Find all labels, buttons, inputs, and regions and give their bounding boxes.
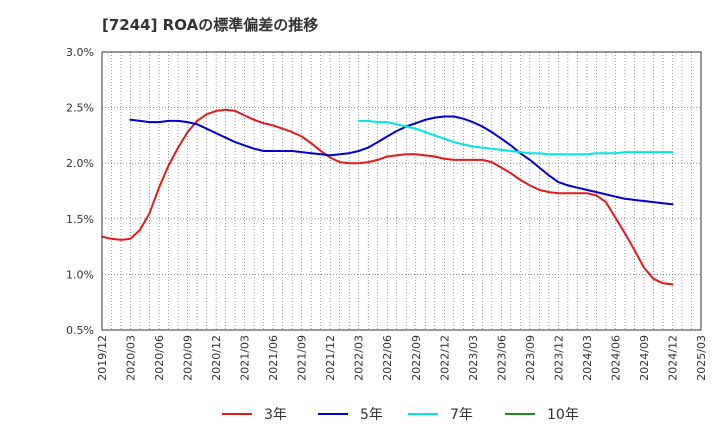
y-tick-label: 1.0% [66, 268, 94, 281]
y-tick-label: 2.0% [66, 157, 94, 170]
legend-label-7年: 7年 [450, 407, 473, 423]
x-tick-label: 2023/12 [552, 335, 565, 381]
plot-frame [101, 51, 702, 331]
plot-area [102, 52, 701, 330]
x-tick-label: 2021/09 [296, 335, 309, 381]
legend-label-3年: 3年 [264, 407, 287, 423]
x-tick-label: 2023/03 [467, 335, 480, 381]
series-layer [101, 108, 674, 286]
x-tick-label: 2020/12 [210, 335, 223, 381]
axis-layer: 3.0% 2.5% 2.0% 1.5% 1.0% 0.5%2019/12 2020/03 20… [66, 46, 708, 381]
x-tick-label: 2021/06 [267, 335, 280, 381]
chart-title: [7244] ROAの標準偏差の推移 [102, 16, 319, 34]
x-tick-label: 2022/09 [410, 335, 423, 381]
y-tick-label: 2.5% [66, 102, 94, 115]
x-tick-label: 2023/06 [495, 335, 508, 381]
series-line-3年 [101, 108, 674, 286]
x-tick-label: 2020/03 [125, 335, 138, 381]
x-tick-label: 2024/12 [666, 335, 679, 381]
x-tick-label: 2021/12 [324, 335, 337, 381]
legend-label-5年: 5年 [360, 407, 383, 423]
series-line-5年 [129, 115, 674, 206]
x-tick-label: 2022/12 [438, 335, 451, 381]
x-tick-label: 2020/06 [153, 335, 166, 381]
x-tick-label: 2024/09 [638, 335, 651, 381]
x-tick-label: 2022/06 [381, 335, 394, 381]
series-line-7年 [357, 119, 674, 156]
legend-layer: 3年 5年 7年 10年 [222, 407, 579, 423]
x-tick-label: 2024/06 [609, 335, 622, 381]
y-tick-label: 1.5% [66, 213, 94, 226]
x-tick-label: 2025/03 [695, 335, 708, 381]
x-tick-label: 2020/09 [182, 335, 195, 381]
grid-layer [101, 51, 702, 331]
x-tick-label: 2021/03 [239, 335, 252, 381]
legend-label-10年: 10年 [547, 407, 579, 423]
x-tick-label: 2023/09 [524, 335, 537, 381]
y-tick-label: 3.0% [66, 46, 94, 59]
y-tick-label: 0.5% [66, 324, 94, 337]
x-tick-label: 2019/12 [96, 335, 109, 381]
x-tick-label: 2022/03 [353, 335, 366, 381]
x-tick-label: 2024/03 [581, 335, 594, 381]
